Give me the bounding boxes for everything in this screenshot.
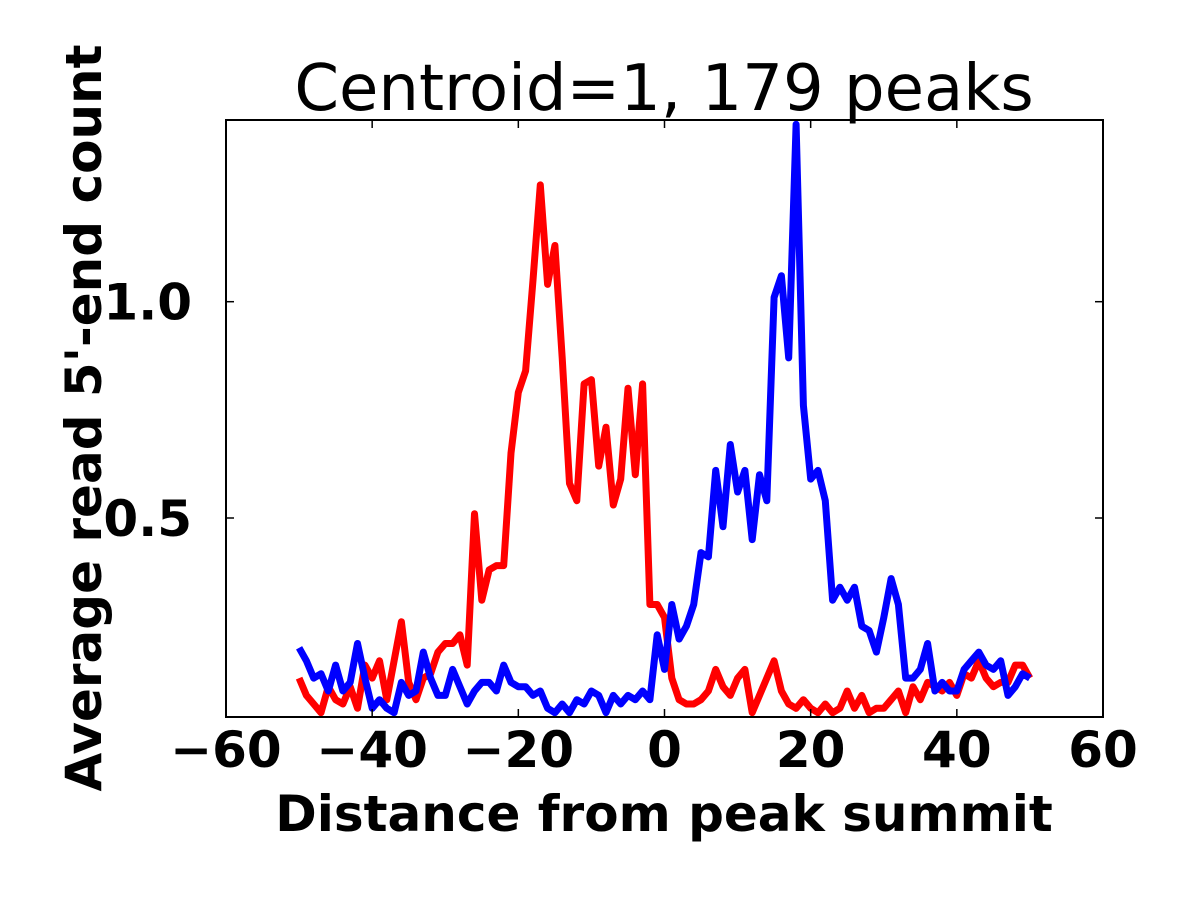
x-axis-label: Distance from peak summit bbox=[275, 785, 1053, 843]
series-line-1 bbox=[295, 181, 1033, 717]
tick-layer: −60 −40 −20 0 20 40 60 0.5 1.0 bbox=[103, 120, 1138, 779]
y-axis-label: Average read 5'-end count bbox=[55, 44, 113, 791]
x-tick-label: −60 bbox=[170, 721, 281, 779]
series-line-2 bbox=[296, 120, 1032, 717]
x-tick-label: −20 bbox=[463, 721, 574, 779]
x-tick-label: 20 bbox=[776, 721, 846, 779]
x-tick-label: 0 bbox=[647, 721, 682, 779]
x-tick-label: −40 bbox=[316, 721, 427, 779]
x-tick-label: 60 bbox=[1068, 721, 1138, 779]
y-tick-label: 0.5 bbox=[103, 490, 192, 548]
x-tick-label: 40 bbox=[922, 721, 992, 779]
y-tick-label: 1.0 bbox=[103, 274, 192, 332]
series-layer bbox=[295, 120, 1033, 717]
chart-title: Centroid=1, 179 peaks bbox=[294, 52, 1033, 126]
